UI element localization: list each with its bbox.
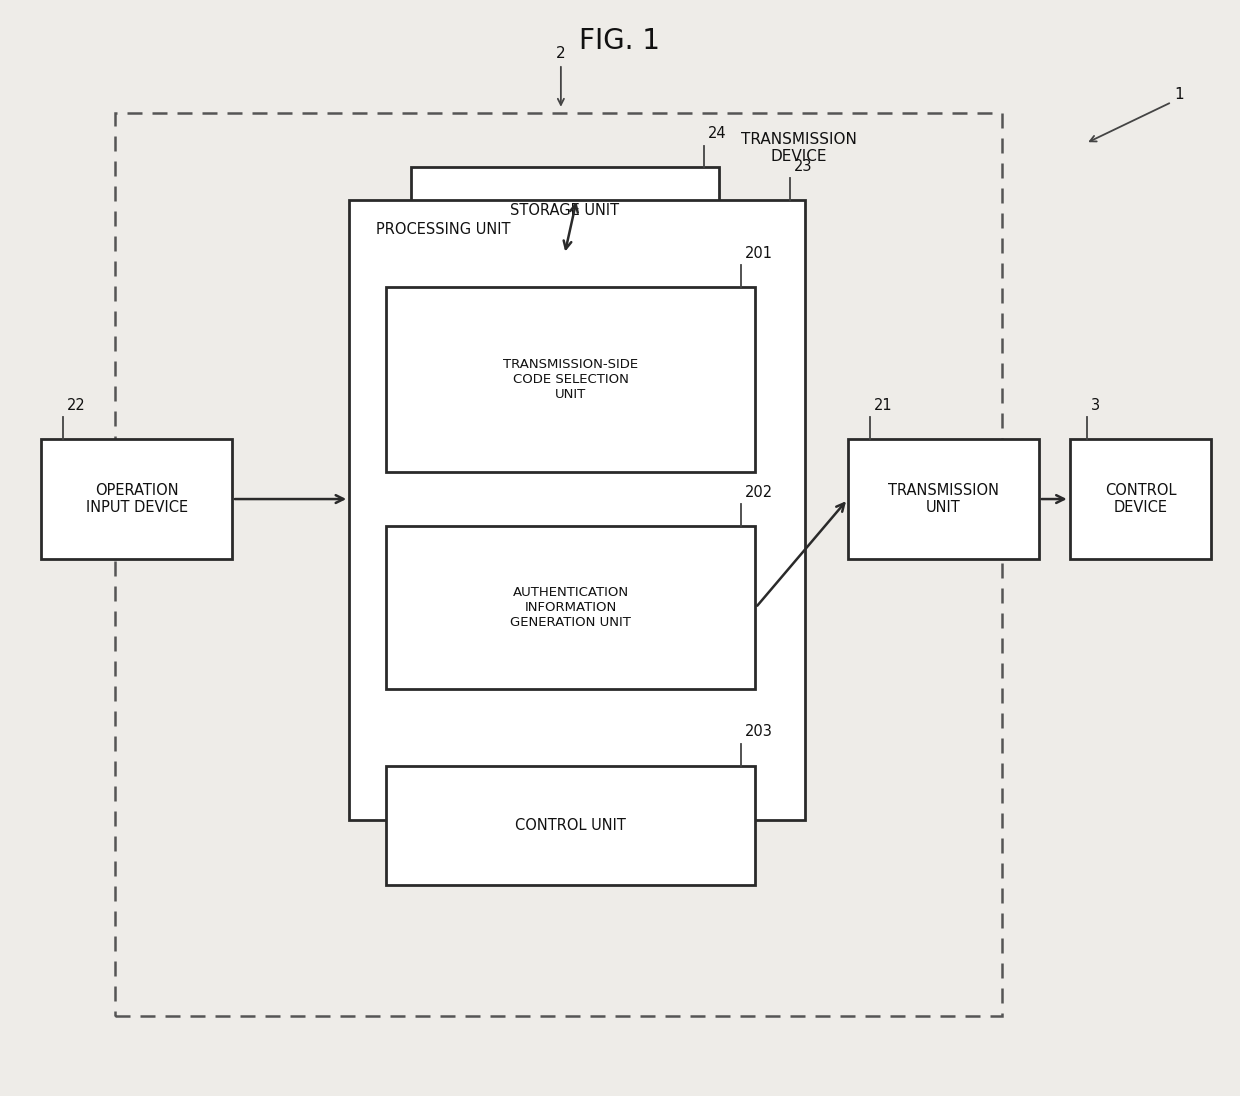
Text: OPERATION
INPUT DEVICE: OPERATION INPUT DEVICE	[86, 483, 187, 515]
Text: 3: 3	[1090, 398, 1100, 413]
Text: 22: 22	[67, 398, 86, 413]
Text: TRANSMISSION-SIDE
CODE SELECTION
UNIT: TRANSMISSION-SIDE CODE SELECTION UNIT	[503, 358, 639, 401]
FancyBboxPatch shape	[386, 526, 755, 689]
Text: STORAGE UNIT: STORAGE UNIT	[510, 204, 619, 218]
Text: 24: 24	[708, 126, 727, 141]
Text: TRANSMISSION
DEVICE: TRANSMISSION DEVICE	[740, 132, 857, 164]
FancyBboxPatch shape	[386, 765, 755, 886]
Text: 2: 2	[556, 46, 565, 60]
Bar	[115, 113, 1002, 1016]
FancyBboxPatch shape	[348, 199, 805, 820]
FancyBboxPatch shape	[848, 439, 1039, 559]
Text: CONTROL UNIT: CONTROL UNIT	[516, 818, 626, 833]
Text: TRANSMISSION
UNIT: TRANSMISSION UNIT	[888, 483, 998, 515]
Text: AUTHENTICATION
INFORMATION
GENERATION UNIT: AUTHENTICATION INFORMATION GENERATION UN…	[511, 586, 631, 629]
Text: 23: 23	[794, 159, 812, 174]
FancyBboxPatch shape	[41, 439, 232, 559]
Text: PROCESSING UNIT: PROCESSING UNIT	[376, 221, 511, 237]
Text: 21: 21	[874, 398, 893, 413]
Text: 202: 202	[744, 486, 773, 500]
Text: 1: 1	[1174, 87, 1184, 102]
FancyBboxPatch shape	[386, 287, 755, 472]
Text: 201: 201	[744, 246, 773, 261]
Text: FIG. 1: FIG. 1	[579, 27, 661, 55]
Text: CONTROL
DEVICE: CONTROL DEVICE	[1105, 483, 1176, 515]
FancyBboxPatch shape	[1070, 439, 1211, 559]
Text: 203: 203	[744, 724, 773, 740]
FancyBboxPatch shape	[410, 168, 718, 254]
